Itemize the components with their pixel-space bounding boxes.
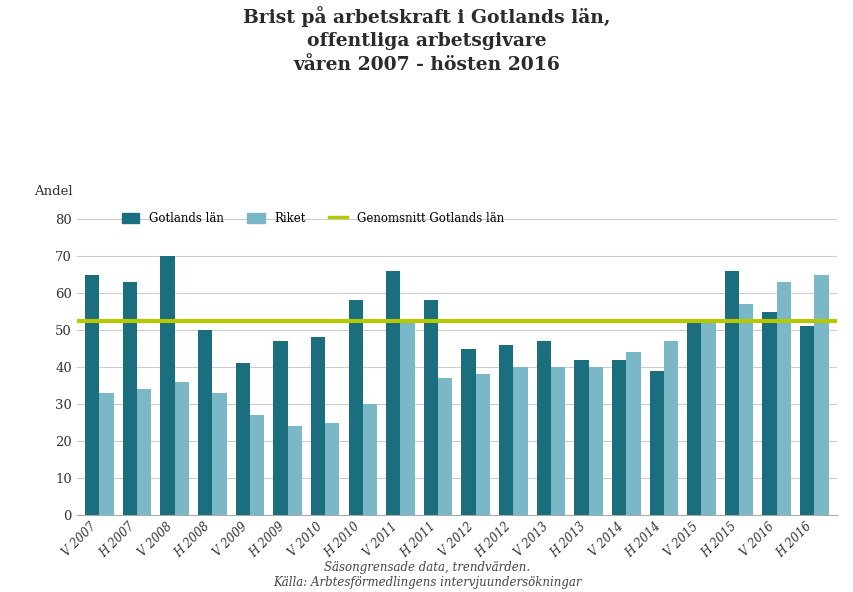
Bar [287, 426, 301, 515]
Bar [513, 367, 527, 515]
Bar [700, 323, 715, 515]
Bar [363, 404, 377, 515]
Bar [461, 349, 475, 515]
Text: Brist på arbetskraft i Gotlands län,
offentliga arbetsgivare
våren 2007 - hösten: Brist på arbetskraft i Gotlands län, off… [243, 6, 610, 74]
Bar [498, 345, 513, 515]
Bar [649, 371, 663, 515]
Bar [573, 359, 588, 515]
Bar [625, 352, 640, 515]
Bar [738, 304, 752, 515]
Bar [160, 256, 175, 515]
Bar [612, 359, 625, 515]
Bar [814, 275, 827, 515]
Bar [776, 282, 790, 515]
Bar [99, 393, 113, 515]
Legend: Gotlands län, Riket, Genomsnitt Gotlands län: Gotlands län, Riket, Genomsnitt Gotlands… [117, 207, 508, 230]
Bar [310, 337, 325, 515]
Bar [348, 300, 363, 515]
Bar [386, 271, 400, 515]
Bar [799, 326, 814, 515]
Bar [550, 367, 565, 515]
Bar [123, 282, 136, 515]
Bar [175, 382, 189, 515]
Bar [724, 271, 738, 515]
Text: Säsongrensade data, trendvärden.
Källa: Arbtesförmedlingens intervjuundersökning: Säsongrensade data, trendvärden. Källa: … [272, 561, 581, 589]
Bar [536, 341, 550, 515]
Bar [400, 323, 415, 515]
Bar [423, 300, 438, 515]
Bar [198, 330, 212, 515]
Bar [762, 311, 776, 515]
Bar [85, 275, 99, 515]
Bar [588, 367, 602, 515]
Bar [235, 363, 250, 515]
Bar [212, 393, 226, 515]
Bar [687, 319, 700, 515]
Bar [475, 374, 490, 515]
Text: Andel: Andel [34, 185, 73, 198]
Bar [438, 378, 452, 515]
Bar [250, 415, 264, 515]
Bar [663, 341, 677, 515]
Bar [273, 341, 287, 515]
Bar [136, 390, 151, 515]
Bar [325, 423, 339, 515]
